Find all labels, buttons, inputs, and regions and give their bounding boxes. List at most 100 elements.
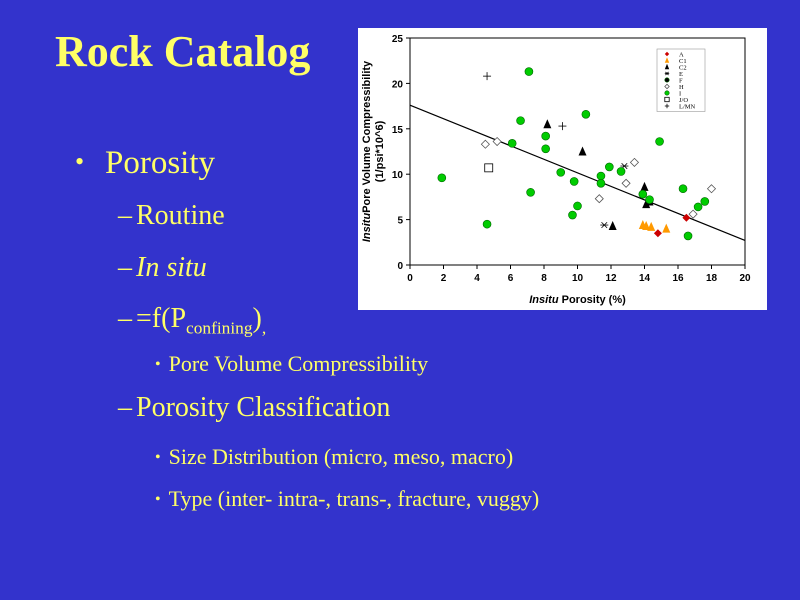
data-point-i [581,109,591,119]
data-point-i [700,197,710,206]
dash: – [118,200,132,231]
y-tick-label: 20 [392,79,404,90]
legend-marker-c1 [664,57,670,63]
data-point-i [596,178,606,188]
y-axis-label-line1: InsituPore Volume Compressibility [361,60,373,242]
type-text: Type (inter- intra-, trans-, fracture, v… [168,486,540,511]
data-point-i [524,67,534,76]
sub-bullet-function: – =f(Pconfining), [118,303,266,339]
data-point-h [594,194,604,204]
x-tick-label: 18 [706,273,718,284]
bullet-char: • [155,491,161,508]
x-tick-label: 10 [572,273,584,284]
function-suffix: ) [252,303,262,334]
data-point-i [596,171,606,181]
data-point-i [605,162,614,172]
bullet-char: • [155,449,161,466]
bullet-size-distribution: • Size Distribution (micro, meso, macro) [155,444,513,470]
legend-label: C1 [679,58,687,65]
data-point-c2 [578,146,587,156]
data-point-i [655,137,664,146]
function-comma: , [261,318,267,338]
data-point-h [621,178,631,188]
legend-label: C2 [679,64,687,71]
y-tick-label: 0 [397,261,403,272]
x-axis-label-rest: Porosity (%) [559,294,627,306]
function-subscript: confining [186,318,253,338]
data-point-i [507,139,517,148]
data-point-i [678,184,688,194]
legend-marker-f [664,77,670,83]
data-point-c2 [608,220,617,230]
data-point-c1 [642,220,651,230]
data-point-i [437,173,447,183]
y-axis-label-rest: Pore Volume Compressibility [361,60,373,213]
x-tick-label: 14 [639,273,651,284]
data-point-h [688,209,698,219]
x-tick-label: 4 [474,273,480,284]
bullet-porosity-text: Porosity [105,145,216,181]
x-tick-label: 20 [739,273,751,284]
y-tick-label: 15 [392,125,404,136]
data-point-i [556,168,566,177]
data-point-i [541,131,550,141]
data-point-lmn [483,72,492,81]
data-point-i [638,189,648,199]
data-point-i [573,201,582,211]
data-point-i [645,195,654,204]
y-tick-label: 25 [392,34,404,45]
legend-marker-lmn [664,103,670,109]
chart-svg: 0 2 4 6 8 10 12 14 16 18 20 0 5 10 15 20 25 Insitu Poros… [361,34,751,306]
dash: – [118,303,132,334]
data-point-c1 [662,223,671,233]
sub-bullet-insitu: – In situ [118,252,207,284]
legend-label: J/O [679,97,688,104]
data-point-i [516,116,525,125]
data-point-h [706,184,717,194]
data-point-c2 [640,181,649,191]
sub-bullet-classification: – Porosity Classification [118,392,390,424]
y-axis-label-line2: (1/psi*10^6) [374,120,386,182]
data-point-i [482,219,492,229]
data-point-i [683,231,693,241]
insitu-text: In situ [136,252,207,283]
legend-marker-a [664,51,670,57]
x-tick-label: 2 [441,273,447,284]
dash: – [118,392,132,423]
sub-bullet-routine: – Routine [118,200,225,232]
bullet-pore-volume: • Pore Volume Compressibility [155,351,428,377]
data-point-a [682,213,691,222]
bullet-type: • Type (inter- intra-, trans-, fracture, … [155,486,539,512]
x-axis-label-italic: Insitu [529,294,559,306]
data-point-i [526,188,535,197]
legend-marker-c2 [664,63,670,70]
legend-label: A [679,51,684,58]
data-point-h [480,139,490,149]
legend-marker-e [664,71,670,76]
data-point-i [616,167,626,176]
data-point-lmn [558,122,567,131]
legend-label: L/MN [679,103,696,110]
pore-volume-text: Pore Volume Compressibility [168,351,429,376]
legend-label: I [679,90,681,97]
data-point-c2 [642,199,651,209]
legend-marker-h [664,83,670,90]
dash: – [118,252,132,283]
classification-text: Porosity Classification [136,392,391,423]
data-point-c2 [543,119,552,129]
data-point-jo [484,163,494,173]
data-point-a [653,229,662,238]
compressibility-chart: 0 2 4 6 8 10 12 14 16 18 20 0 5 10 15 20 25 Insitu Poros… [358,28,767,310]
legend-label: H [679,84,684,91]
data-point-h [492,136,502,147]
data-point-i [693,202,703,212]
size-distribution-text: Size Distribution (micro, meso, macro) [168,444,514,469]
data-point-h [629,157,640,167]
data-point-i [568,210,577,220]
function-prefix: =f(P [136,303,187,334]
data-point-e [600,221,609,229]
x-tick-label: 6 [508,273,514,284]
y-tick-label: 5 [397,216,403,227]
legend-marker-i [664,90,670,96]
